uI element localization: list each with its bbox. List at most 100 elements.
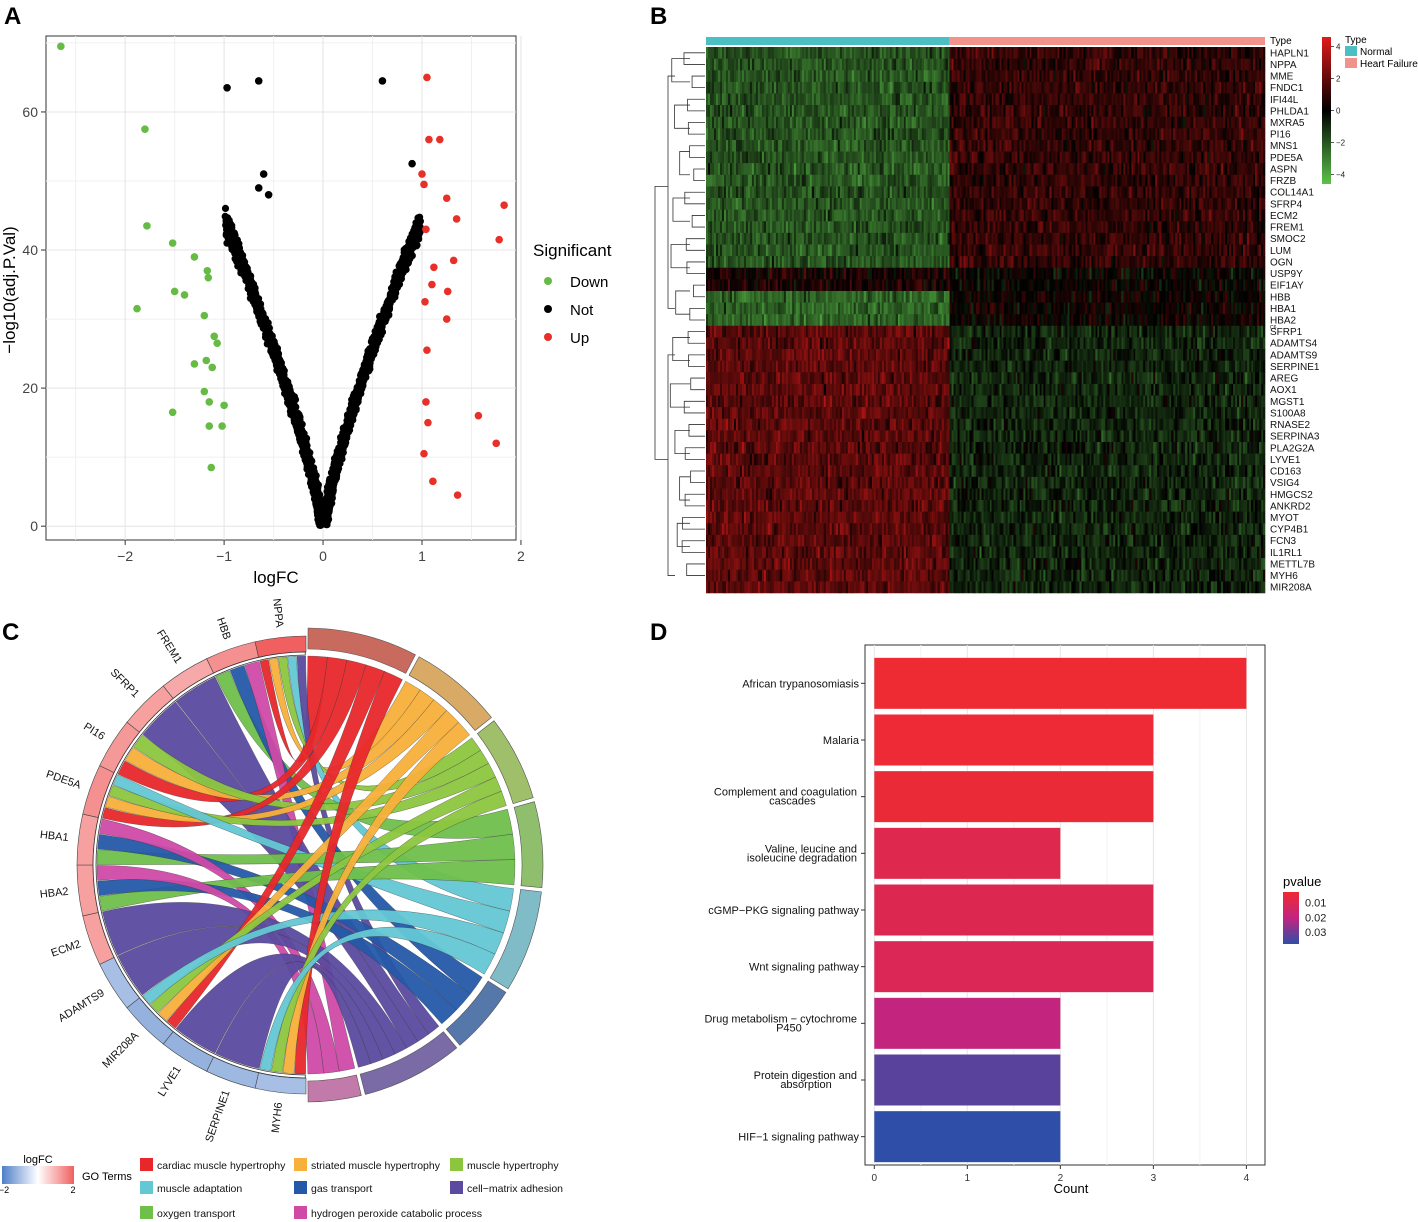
heatmap-cell-group bbox=[993, 139, 996, 152]
heatmap-cell-group bbox=[1241, 128, 1244, 141]
heatmap-cell-group bbox=[891, 174, 894, 187]
heatmap-cell-group bbox=[1191, 186, 1194, 199]
heatmap-cell-group bbox=[1209, 116, 1212, 129]
heatmap-cell-group bbox=[893, 93, 896, 106]
heatmap-cell-group bbox=[1067, 81, 1070, 94]
heatmap-cell-group bbox=[1163, 314, 1224, 327]
heatmap-cell-group bbox=[723, 267, 727, 280]
heatmap-cell-group bbox=[827, 139, 831, 152]
heatmap-cell-group bbox=[983, 372, 1246, 385]
heatmap-cell-group bbox=[727, 314, 731, 327]
volcano-x-label: logFC bbox=[253, 568, 298, 587]
heatmap-cell-group bbox=[843, 337, 847, 350]
heatmap-cell-group bbox=[995, 58, 998, 71]
heatmap-cell-group bbox=[1107, 302, 1110, 315]
heatmap-cell-group bbox=[905, 221, 908, 234]
heatmap-cell-group bbox=[725, 349, 729, 361]
heatmap-cell-group bbox=[873, 139, 876, 152]
heatmap-cell-group bbox=[1183, 290, 1186, 303]
heatmap-cell-group bbox=[983, 302, 986, 315]
heatmap-cell-group bbox=[1231, 174, 1254, 187]
heatmap-cell-group bbox=[969, 325, 972, 338]
heatmap-cell-group bbox=[1071, 163, 1074, 176]
heatmap-cell-group bbox=[917, 221, 920, 234]
heatmap-cell-group bbox=[719, 302, 723, 315]
heatmap-cell-group bbox=[985, 209, 988, 222]
heatmap-cell-group bbox=[1029, 325, 1032, 338]
heatmap-cell-group bbox=[1171, 151, 1174, 164]
heatmap-cell-group bbox=[975, 93, 978, 106]
heatmap-cell-group bbox=[1067, 58, 1070, 71]
heatmap-cell-group bbox=[877, 209, 880, 222]
heatmap-cell-group bbox=[939, 128, 942, 141]
heatmap-cell-group bbox=[773, 81, 777, 94]
heatmap-cell-group bbox=[811, 395, 815, 408]
heatmap-cell-group bbox=[821, 256, 825, 269]
heatmap-cell-group bbox=[967, 93, 970, 106]
heatmap-cell-group bbox=[719, 290, 723, 303]
heatmap-cell-group bbox=[1193, 244, 1196, 257]
heatmap-cell-group bbox=[773, 151, 777, 164]
point-down bbox=[57, 42, 65, 51]
heatmap-cell-group bbox=[1019, 139, 1022, 152]
heatmap-cell-group bbox=[839, 174, 843, 187]
heatmap-cell-group bbox=[1031, 349, 1034, 361]
heatmap-cell-group bbox=[921, 186, 924, 199]
heatmap-cell-group bbox=[1255, 325, 1258, 338]
heatmap-cell-group bbox=[747, 58, 751, 71]
heatmap-cell-group bbox=[843, 198, 847, 210]
heatmap-cell-group bbox=[941, 151, 944, 164]
heatmap-cell-group bbox=[1097, 244, 1100, 257]
heatmap-cell-group bbox=[887, 81, 890, 94]
heatmap-cell-group bbox=[797, 198, 801, 210]
heatmap-cell-group bbox=[741, 372, 745, 385]
heatmap-cell-group bbox=[741, 232, 745, 245]
heatmap-cell-group bbox=[1089, 256, 1092, 269]
heatmap-cell-group bbox=[753, 151, 757, 164]
heatmap-cell-group bbox=[1023, 58, 1026, 71]
heatmap-cell-group bbox=[1129, 174, 1132, 187]
heatmap-cell-group bbox=[1145, 383, 1148, 396]
heatmap-cell-group bbox=[1149, 58, 1152, 71]
heatmap-cell-group bbox=[859, 314, 863, 327]
heatmap-cell-group bbox=[891, 244, 894, 257]
heatmap-cell-group bbox=[1147, 244, 1150, 257]
heatmap-cell-group bbox=[1129, 256, 1132, 269]
heatmap-cell-group bbox=[905, 163, 908, 176]
heatmap-cell-group bbox=[739, 383, 743, 396]
heatmap-cell-group bbox=[1195, 209, 1198, 222]
heatmap-cell-group bbox=[829, 221, 835, 234]
heatmap-cell-group bbox=[1019, 279, 1022, 292]
heatmap-cell-group bbox=[767, 70, 771, 83]
heatmap-cell-group bbox=[913, 279, 916, 292]
heatmap-cell-group bbox=[797, 256, 801, 269]
heatmap-cell-group bbox=[817, 105, 821, 118]
heatmap-cell-group bbox=[815, 105, 819, 118]
heatmap-cell-group bbox=[937, 151, 940, 164]
heatmap-cell-group bbox=[709, 209, 713, 222]
heatmap-cell-group bbox=[857, 360, 861, 373]
heatmap-cell-group bbox=[907, 93, 910, 106]
heatmap-cell-group bbox=[813, 151, 908, 164]
heatmap-cell-group bbox=[883, 198, 904, 210]
heatmap-cell-group bbox=[741, 349, 859, 361]
heatmap-cell-group bbox=[981, 198, 984, 210]
heatmap-cell-group bbox=[1165, 360, 1168, 373]
heatmap-cell-group bbox=[713, 209, 717, 222]
heatmap-cell-group bbox=[1099, 139, 1102, 152]
heatmap-cell-group bbox=[785, 221, 789, 234]
heatmap-cell-group bbox=[931, 372, 934, 385]
heatmap-cell-group bbox=[725, 360, 741, 373]
panel-label-b: B bbox=[650, 3, 667, 30]
heatmap-cell-group bbox=[1235, 47, 1238, 59]
heatmap-cell-group bbox=[1229, 116, 1232, 129]
heatmap-cell-group bbox=[751, 349, 755, 361]
heatmap-cell-group bbox=[921, 105, 924, 118]
heatmap-cell-group bbox=[865, 163, 869, 176]
heatmap-cell-group bbox=[1065, 232, 1068, 245]
heatmap-cell-group bbox=[897, 349, 900, 361]
heatmap-cell-group bbox=[907, 186, 910, 199]
heatmap-cell-group bbox=[721, 314, 725, 327]
heatmap-cell-group bbox=[1147, 314, 1150, 327]
